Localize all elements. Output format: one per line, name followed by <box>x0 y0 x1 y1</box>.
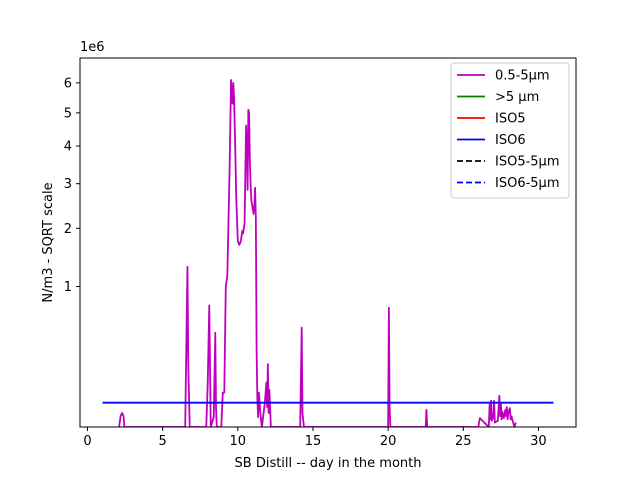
ticks-layer: 0 5 10 15 20 25 30 1 2 3 4 5 6 <box>64 76 547 449</box>
y-tick-label: 2 <box>64 222 72 237</box>
x-tick-label: 10 <box>230 434 247 449</box>
y-tick-label: 6 <box>64 76 72 91</box>
x-tick-label: 5 <box>159 434 167 449</box>
legend-label-0: 0.5-5µm <box>495 69 550 84</box>
y-tick-label: 3 <box>64 177 72 192</box>
series-line-0 <box>118 79 517 427</box>
x-tick-label: 25 <box>455 434 472 449</box>
x-tick-label: 20 <box>380 434 397 449</box>
y-tick-label: 1 <box>64 280 72 295</box>
plot-frame <box>79 57 577 428</box>
x-tick-label: 30 <box>530 434 547 449</box>
legend-label-1: >5 µm <box>495 90 539 105</box>
legend-label-2: ISO5 <box>495 112 526 127</box>
legend-label-5: ISO6-5µm <box>495 176 560 191</box>
y-tick-label: 5 <box>64 106 72 121</box>
legend-label-4: ISO5-5µm <box>495 155 560 170</box>
y-tick-label: 4 <box>64 140 72 155</box>
legend: 0.5-5µm >5 µm ISO5 ISO6 ISO5-5µm ISO6-5µm <box>450 62 570 199</box>
y-axis-label: N/m3 - SQRT scale <box>41 182 56 302</box>
legend-label-3: ISO6 <box>495 133 526 148</box>
x-tick-label: 0 <box>83 434 91 449</box>
x-tick-label: 15 <box>305 434 322 449</box>
series-layer <box>102 79 554 427</box>
x-axis-label: SB Distill -- day in the month <box>235 456 422 471</box>
y-offset-text: 1e6 <box>80 40 105 55</box>
